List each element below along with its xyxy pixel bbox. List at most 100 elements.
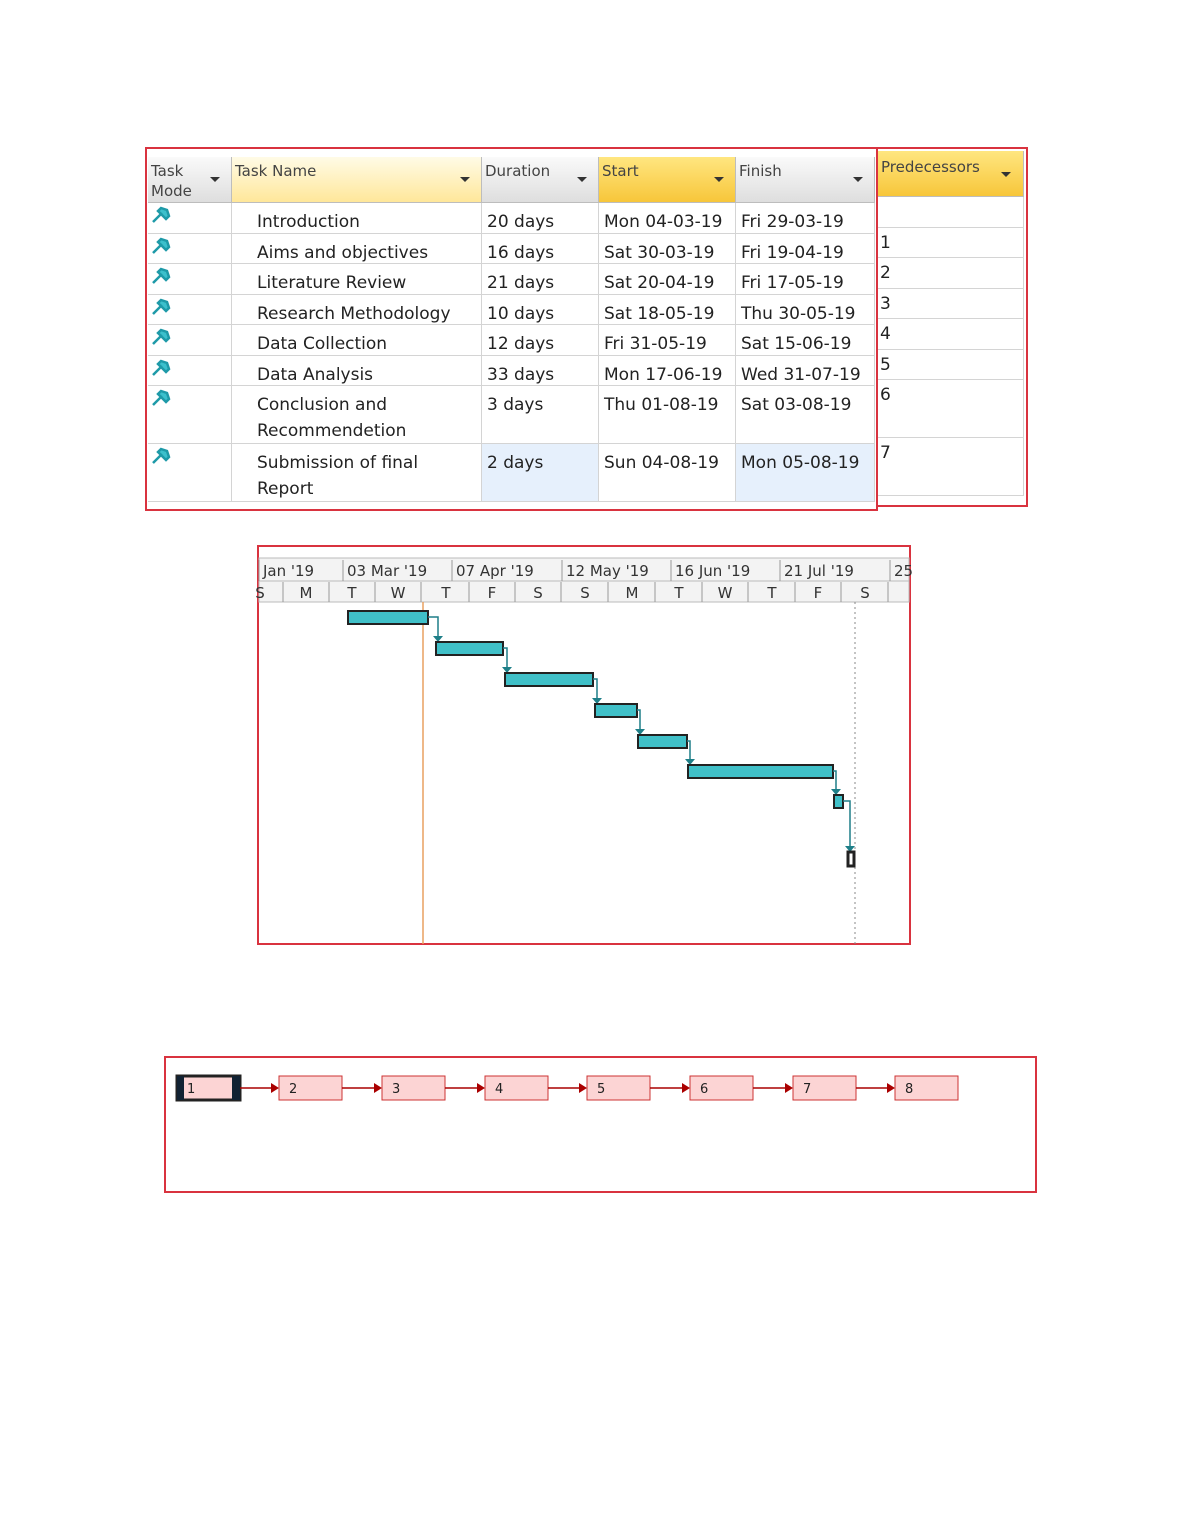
- task-cell: Fri 31-05-19: [599, 325, 736, 356]
- period-label: 03 Mar '19: [347, 562, 427, 580]
- task-cell: Sat 30-03-19: [599, 234, 736, 264]
- pin-icon: [152, 328, 171, 345]
- day-label: F: [814, 584, 823, 602]
- day-label: S: [580, 584, 590, 602]
- day-label: S: [255, 584, 265, 602]
- node-marker: [177, 1076, 184, 1100]
- dependency-link: [687, 740, 691, 760]
- period-label: 07 Apr '19: [456, 562, 534, 580]
- task-name: Aims and objectives: [232, 234, 482, 264]
- network-node: [792, 1075, 857, 1101]
- network-node: [894, 1075, 959, 1101]
- task-cell: 21 days: [482, 264, 599, 295]
- column-header[interactable]: Task Name: [232, 157, 482, 203]
- task-cell: 12 days: [482, 325, 599, 356]
- task-cell: Mon 04-03-19: [599, 203, 736, 234]
- task-cell: Thu 30-05-19: [736, 295, 875, 325]
- dependency-link: [843, 800, 851, 847]
- column-header[interactable]: Start: [599, 157, 736, 203]
- mode-cell: [148, 444, 232, 502]
- dropdown-arrow[interactable]: [577, 177, 587, 182]
- task-cell: Fri 17-05-19: [736, 264, 875, 295]
- task-cell: 10 days: [482, 295, 599, 325]
- day-label: M: [300, 584, 313, 602]
- dropdown-arrow[interactable]: [853, 177, 863, 182]
- pin-icon: [152, 359, 171, 376]
- network-arrow: [887, 1083, 895, 1093]
- pin-icon: [152, 447, 171, 464]
- task-cell: 2 days: [482, 444, 599, 502]
- task-cell: 33 days: [482, 356, 599, 386]
- dependency-link: [833, 770, 837, 790]
- period-label: 25: [894, 562, 913, 580]
- task-name: Introduction: [232, 203, 482, 234]
- day-label: T: [673, 584, 684, 602]
- day-label: W: [718, 584, 733, 602]
- task-cell: Thu 01-08-19: [599, 386, 736, 444]
- task-cell: Fri 29-03-19: [736, 203, 875, 234]
- day-label: T: [766, 584, 777, 602]
- day-label: M: [626, 584, 639, 602]
- period-label: Jan '19: [262, 562, 314, 580]
- task-name: Data Analysis: [232, 356, 482, 386]
- pin-icon: [152, 206, 171, 223]
- dependency-link: [593, 678, 598, 699]
- gantt-bar: [833, 794, 844, 809]
- period-label: 12 May '19: [566, 562, 649, 580]
- task-name: Submission of final Report: [232, 444, 482, 502]
- gantt-bar: [435, 641, 504, 656]
- task-name: Research Methodology: [232, 295, 482, 325]
- pin-icon: [152, 237, 171, 254]
- day-label: S: [533, 584, 543, 602]
- link-arrow: [433, 636, 443, 642]
- dropdown-arrow[interactable]: [460, 177, 470, 182]
- network-node: [689, 1075, 754, 1101]
- period-label: 21 Jul '19: [784, 562, 854, 580]
- milestone-bar: [846, 850, 856, 868]
- task-cell: Sun 04-08-19: [599, 444, 736, 502]
- predecessor-cell: [878, 197, 1024, 228]
- mode-cell: [148, 325, 232, 356]
- task-name: Data Collection: [232, 325, 482, 356]
- node-label: 5: [597, 1082, 605, 1097]
- network-arrow: [682, 1083, 690, 1093]
- network-node: [278, 1075, 343, 1101]
- task-cell: Mon 17-06-19: [599, 356, 736, 386]
- gantt-frame: [257, 545, 911, 945]
- column-header[interactable]: Predecessors: [878, 151, 1024, 197]
- period-label: 16 Jun '19: [675, 562, 750, 580]
- dependency-link: [637, 709, 641, 730]
- task-cell: Sat 03-08-19: [736, 386, 875, 444]
- mode-cell: [148, 386, 232, 444]
- network-arrow: [785, 1083, 793, 1093]
- task-cell: Mon 05-08-19: [736, 444, 875, 502]
- link-arrow: [831, 789, 841, 795]
- network-arrow: [477, 1083, 485, 1093]
- mode-cell: [148, 203, 232, 234]
- day-label: T: [346, 584, 357, 602]
- dependency-link: [428, 616, 439, 637]
- node-label: 6: [700, 1082, 708, 1097]
- dropdown-arrow[interactable]: [714, 177, 724, 182]
- column-header[interactable]: Finish: [736, 157, 875, 203]
- network-arrow: [271, 1083, 279, 1093]
- node-label: 7: [803, 1082, 811, 1097]
- task-cell: 16 days: [482, 234, 599, 264]
- predecessor-cell: 4: [878, 319, 1024, 350]
- network-node: [484, 1075, 549, 1101]
- network-arrow: [374, 1083, 382, 1093]
- mode-cell: [148, 234, 232, 264]
- day-label: F: [488, 584, 497, 602]
- task-cell: Sat 15-06-19: [736, 325, 875, 356]
- dropdown-arrow[interactable]: [210, 177, 220, 182]
- mode-cell: [148, 356, 232, 386]
- mode-cell: [148, 264, 232, 295]
- dropdown-arrow[interactable]: [1001, 172, 1011, 177]
- task-cell: Fri 19-04-19: [736, 234, 875, 264]
- task-cell: Sat 20-04-19: [599, 264, 736, 295]
- pin-icon: [152, 389, 171, 406]
- column-header[interactable]: Duration: [482, 157, 599, 203]
- node-label: 2: [289, 1082, 297, 1097]
- network-node: [381, 1075, 446, 1101]
